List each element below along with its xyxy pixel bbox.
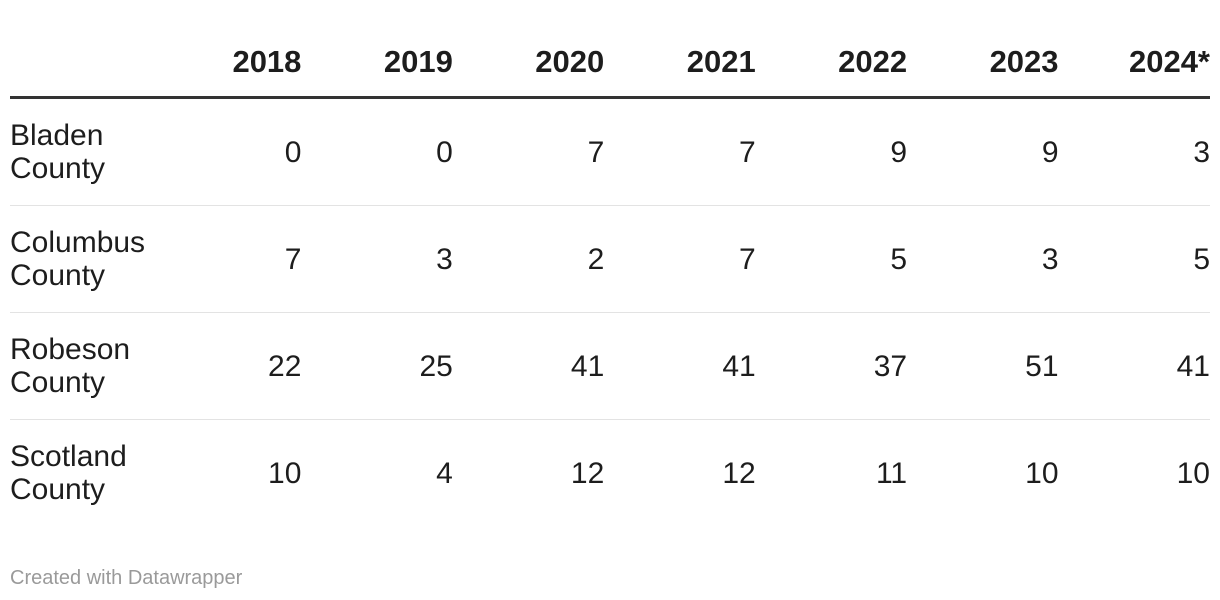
column-header-2024: 2024* [1058, 0, 1210, 99]
value-cell: 22 [150, 312, 302, 420]
column-header-2020: 2020 [452, 0, 605, 99]
data-table: 2018 2019 2020 2021 2022 2023 2024* Bladen Cou… [10, 0, 1210, 526]
value-cell: 5 [755, 205, 908, 313]
value-cell: 41 [452, 312, 605, 420]
value-cell: 51 [907, 312, 1059, 420]
value-cell: 10 [150, 419, 302, 526]
row-label: Robeson County [10, 312, 150, 420]
row-label: Columbus County [10, 205, 150, 313]
value-cell: 4 [301, 419, 453, 526]
column-header-2018: 2018 [150, 0, 302, 99]
value-cell: 7 [739, 135, 756, 169]
column-header-2021: 2021 [604, 0, 756, 99]
table-body: Bladen County 0 0 7 7 9 9 3 Columbus County 7 3 2 7 5… [10, 98, 1210, 526]
value-cell: 10 [1058, 419, 1210, 526]
value-cell: 7 [587, 135, 605, 169]
table-header: 2018 2019 2020 2021 2022 2023 2024* [10, 0, 1210, 99]
value-cell: 41 [1058, 312, 1210, 420]
value-cell: 37 [755, 312, 908, 420]
value-cell: 7 [604, 205, 756, 313]
column-header-2019: 2019 [301, 0, 453, 99]
header-row: 2018 2019 2020 2021 2022 2023 2024* [10, 0, 1210, 99]
value-cell: 10 [907, 419, 1059, 526]
value-cell: 3 [907, 205, 1059, 313]
value-cell: 9 [890, 135, 908, 169]
value-cell: 7 [150, 205, 302, 313]
value-cell: 11 [755, 419, 908, 526]
value-cell: 9 [1041, 135, 1059, 169]
table-row: Robeson County 22 25 41 41 37 51 41 [10, 312, 1210, 420]
corner-cell [10, 0, 150, 99]
row-label: Bladen County [10, 119, 106, 185]
column-header-2023: 2023 [907, 0, 1059, 99]
value-cell: 41 [604, 312, 756, 420]
column-header-2022: 2022 [755, 0, 908, 99]
value-cell: 12 [452, 419, 605, 526]
table-row: Bladen County 0 0 7 7 9 9 3 [10, 98, 1210, 206]
table-row: Scotland County 10 4 12 12 11 10 10 [10, 419, 1210, 526]
attribution-text: Created with Datawrapper [10, 567, 243, 589]
value-cell: 0 [284, 135, 302, 169]
value-cell: 25 [301, 312, 453, 420]
value-cell: 3 [1193, 135, 1210, 169]
row-label: Scotland County [10, 419, 150, 526]
value-cell: 0 [436, 135, 453, 169]
value-cell: 12 [604, 419, 756, 526]
value-cell: 5 [1058, 205, 1210, 313]
table-row: Columbus County 7 3 2 7 5 3 5 [10, 205, 1210, 313]
value-cell: 3 [301, 205, 453, 313]
value-cell: 2 [452, 205, 605, 313]
